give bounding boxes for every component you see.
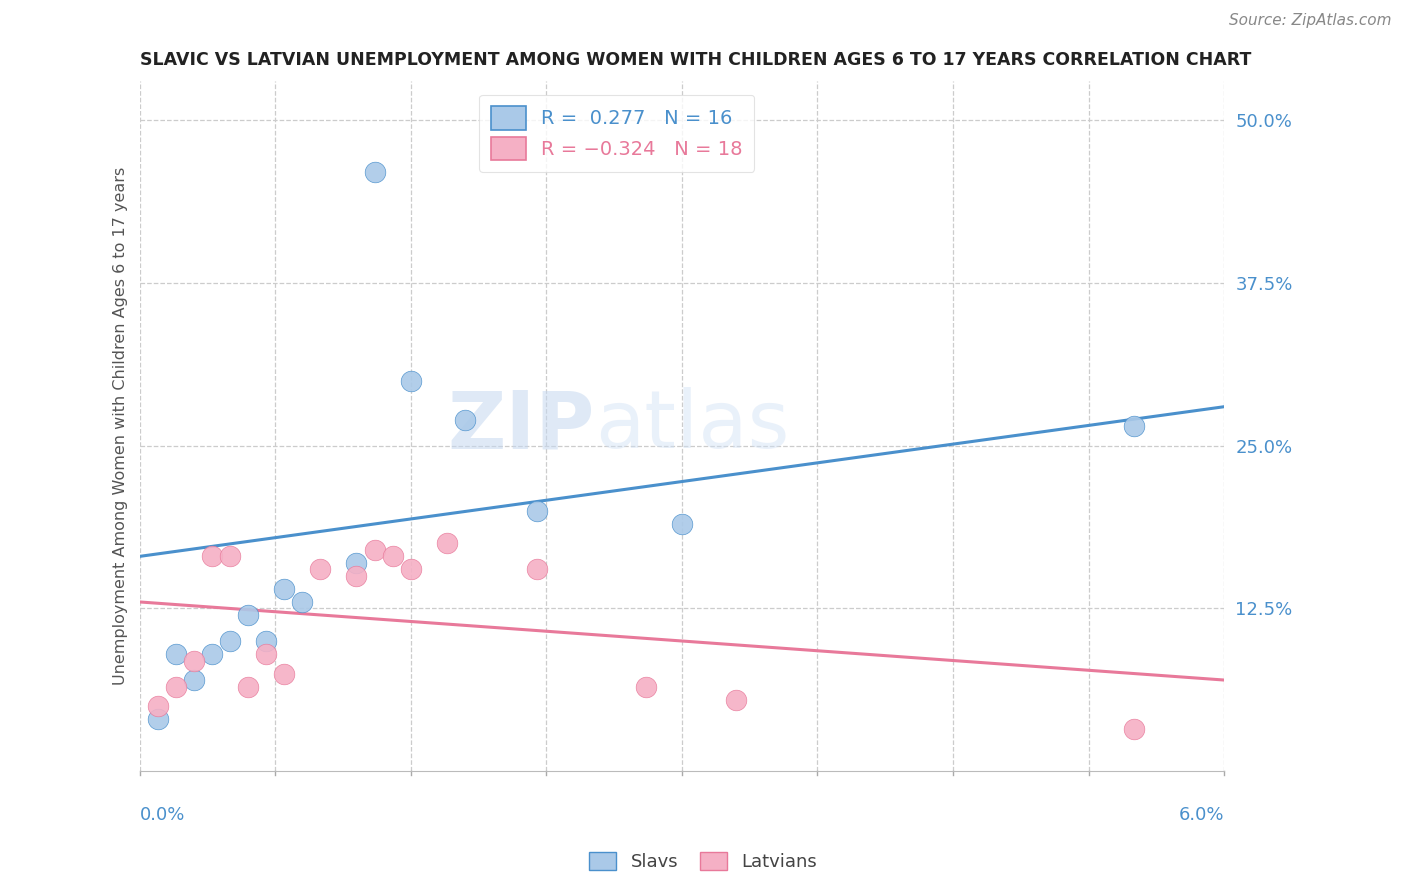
Point <box>201 549 224 564</box>
Point <box>346 569 368 583</box>
Point <box>146 699 169 714</box>
Y-axis label: Unemployment Among Women with Children Ages 6 to 17 years: Unemployment Among Women with Children A… <box>114 167 128 685</box>
Point <box>236 680 259 694</box>
Point <box>165 680 187 694</box>
Text: 6.0%: 6.0% <box>1178 805 1225 823</box>
Point <box>201 647 224 661</box>
Point <box>183 653 205 667</box>
Point <box>436 536 458 550</box>
Point <box>724 692 747 706</box>
Point <box>146 712 169 726</box>
Point <box>236 607 259 622</box>
Point <box>363 542 385 557</box>
Point <box>363 165 385 179</box>
Point <box>309 562 332 576</box>
Point <box>1122 723 1144 737</box>
Point <box>346 556 368 570</box>
Point <box>273 582 295 596</box>
Point <box>381 549 404 564</box>
Point <box>526 562 548 576</box>
Point <box>634 680 657 694</box>
Point <box>399 374 422 388</box>
Point <box>219 634 242 648</box>
Point <box>219 549 242 564</box>
Point <box>526 504 548 518</box>
Text: ZIP: ZIP <box>447 387 595 466</box>
Point <box>1122 419 1144 434</box>
Point <box>273 666 295 681</box>
Point <box>291 595 314 609</box>
Text: Source: ZipAtlas.com: Source: ZipAtlas.com <box>1229 13 1392 29</box>
Point <box>254 634 277 648</box>
Legend: R =  0.277   N = 16, R = −0.324   N = 18: R = 0.277 N = 16, R = −0.324 N = 18 <box>479 95 755 172</box>
Point <box>254 647 277 661</box>
Point <box>671 516 693 531</box>
Point <box>454 413 477 427</box>
Text: 0.0%: 0.0% <box>139 805 186 823</box>
Point <box>183 673 205 687</box>
Point <box>399 562 422 576</box>
Text: atlas: atlas <box>595 387 789 466</box>
Legend: Slavs, Latvians: Slavs, Latvians <box>582 845 824 879</box>
Point <box>165 647 187 661</box>
Text: SLAVIC VS LATVIAN UNEMPLOYMENT AMONG WOMEN WITH CHILDREN AGES 6 TO 17 YEARS CORR: SLAVIC VS LATVIAN UNEMPLOYMENT AMONG WOM… <box>139 51 1251 69</box>
